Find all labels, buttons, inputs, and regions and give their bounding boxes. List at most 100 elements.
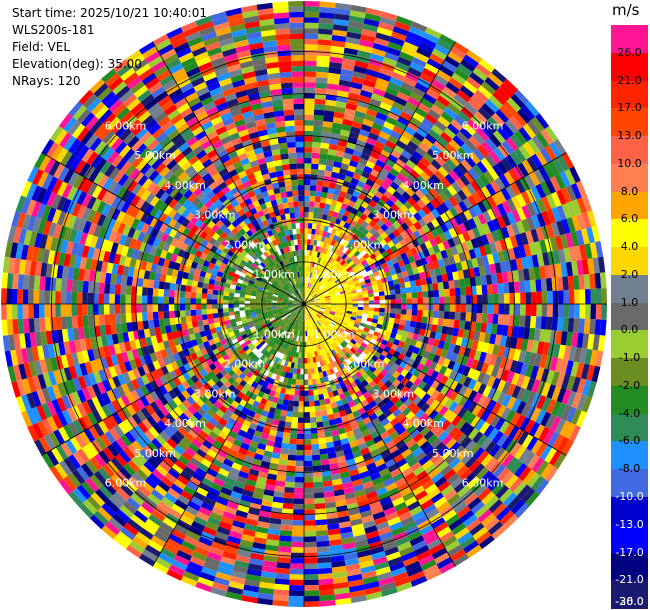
velocity-cell bbox=[509, 235, 519, 248]
velocity-cell bbox=[453, 151, 465, 163]
velocity-cell bbox=[377, 319, 384, 325]
velocity-cell bbox=[360, 123, 372, 133]
velocity-cell bbox=[369, 53, 385, 63]
velocity-cell bbox=[285, 416, 293, 423]
velocity-cell bbox=[367, 63, 381, 73]
velocity-cell bbox=[422, 297, 429, 304]
velocity-cell bbox=[525, 292, 532, 304]
velocity-cell bbox=[55, 316, 62, 330]
velocity-cell bbox=[530, 153, 543, 169]
velocity-cell bbox=[364, 113, 376, 123]
velocity-cell bbox=[409, 155, 420, 166]
velocity-cell bbox=[319, 6, 336, 14]
velocity-cell bbox=[340, 277, 347, 283]
velocity-cell bbox=[304, 503, 315, 510]
velocity-cell bbox=[468, 248, 477, 260]
velocity-cell bbox=[578, 318, 585, 334]
velocity-cell bbox=[278, 540, 292, 548]
velocity-cell bbox=[467, 98, 482, 111]
velocity-cell bbox=[491, 68, 507, 83]
velocity-cell bbox=[335, 201, 343, 208]
velocity-cell bbox=[462, 269, 470, 279]
velocity-cell bbox=[244, 306, 251, 311]
velocity-cell bbox=[393, 262, 400, 270]
velocity-cell bbox=[426, 221, 436, 231]
velocity-cell bbox=[350, 274, 357, 280]
velocity-cell bbox=[389, 313, 396, 319]
velocity-cell bbox=[304, 601, 320, 607]
velocity-cell bbox=[383, 121, 395, 131]
velocity-cell bbox=[314, 98, 326, 105]
velocity-cell bbox=[304, 266, 306, 272]
velocity-cell bbox=[309, 305, 315, 308]
velocity-cell bbox=[322, 126, 332, 133]
velocity-cell bbox=[371, 267, 379, 274]
velocity-cell bbox=[545, 223, 555, 239]
velocity-cell bbox=[585, 304, 591, 319]
velocity-cell bbox=[352, 309, 358, 313]
velocity-cell bbox=[375, 159, 386, 169]
velocity-cell bbox=[573, 347, 582, 363]
velocity-cell bbox=[330, 298, 337, 302]
velocity-cell bbox=[442, 281, 450, 290]
velocity-cell bbox=[575, 180, 587, 198]
velocity-cell bbox=[381, 262, 388, 269]
velocity-cell bbox=[314, 305, 321, 307]
velocity-cell bbox=[556, 276, 564, 291]
velocity-cell bbox=[353, 65, 367, 74]
velocity-cell bbox=[308, 297, 313, 301]
velocity-cell bbox=[350, 4, 367, 13]
velocity-cell bbox=[342, 247, 349, 254]
velocity-cell bbox=[576, 332, 584, 348]
velocity-cell bbox=[579, 289, 586, 304]
velocity-cell bbox=[335, 296, 342, 299]
velocity-cell bbox=[337, 173, 346, 181]
velocity-cell bbox=[489, 133, 502, 148]
velocity-cell bbox=[489, 242, 498, 254]
velocity-cell bbox=[313, 273, 318, 280]
velocity-cell bbox=[382, 203, 391, 212]
velocity-cell bbox=[379, 299, 386, 304]
velocity-cell bbox=[551, 277, 558, 291]
velocity-cell bbox=[330, 281, 336, 287]
velocity-cell bbox=[478, 58, 495, 73]
velocity-cell bbox=[304, 352, 307, 359]
velocity-cell bbox=[558, 248, 566, 264]
velocity-cell bbox=[318, 442, 327, 450]
velocity-cell bbox=[413, 165, 424, 176]
velocity-cell bbox=[511, 209, 522, 223]
velocity-cell bbox=[310, 234, 315, 240]
velocity-cell bbox=[592, 334, 600, 351]
velocity-cell bbox=[575, 229, 585, 246]
velocity-cell bbox=[349, 271, 356, 277]
velocity-cell bbox=[358, 193, 367, 201]
velocity-cell bbox=[300, 368, 304, 375]
velocity-cell bbox=[362, 147, 373, 156]
velocity-cell bbox=[362, 118, 374, 128]
velocity-cell bbox=[470, 115, 484, 128]
velocity-cell bbox=[438, 191, 449, 203]
velocity-cell bbox=[375, 112, 388, 122]
velocity-cell bbox=[331, 40, 346, 48]
velocity-cell bbox=[555, 330, 563, 345]
velocity-cell bbox=[498, 293, 505, 304]
velocity-cell bbox=[467, 218, 477, 230]
velocity-cell bbox=[471, 257, 479, 268]
velocity-cell bbox=[554, 173, 566, 190]
velocity-cell bbox=[352, 172, 362, 181]
velocity-cell bbox=[516, 207, 527, 221]
velocity-cell bbox=[360, 319, 367, 325]
velocity-cell bbox=[304, 282, 307, 288]
velocity-cell bbox=[374, 307, 380, 312]
velocity-cell bbox=[388, 284, 395, 291]
velocity-cell bbox=[441, 162, 453, 174]
velocity-cell bbox=[327, 263, 333, 269]
velocity-cell bbox=[315, 185, 323, 192]
velocity-cell bbox=[394, 283, 401, 290]
velocity-cell bbox=[416, 161, 428, 172]
velocity-cell bbox=[445, 143, 457, 155]
velocity-cell bbox=[367, 173, 377, 183]
velocity-cell bbox=[321, 259, 327, 266]
velocity-cell bbox=[346, 293, 353, 298]
velocity-cell bbox=[300, 363, 304, 369]
